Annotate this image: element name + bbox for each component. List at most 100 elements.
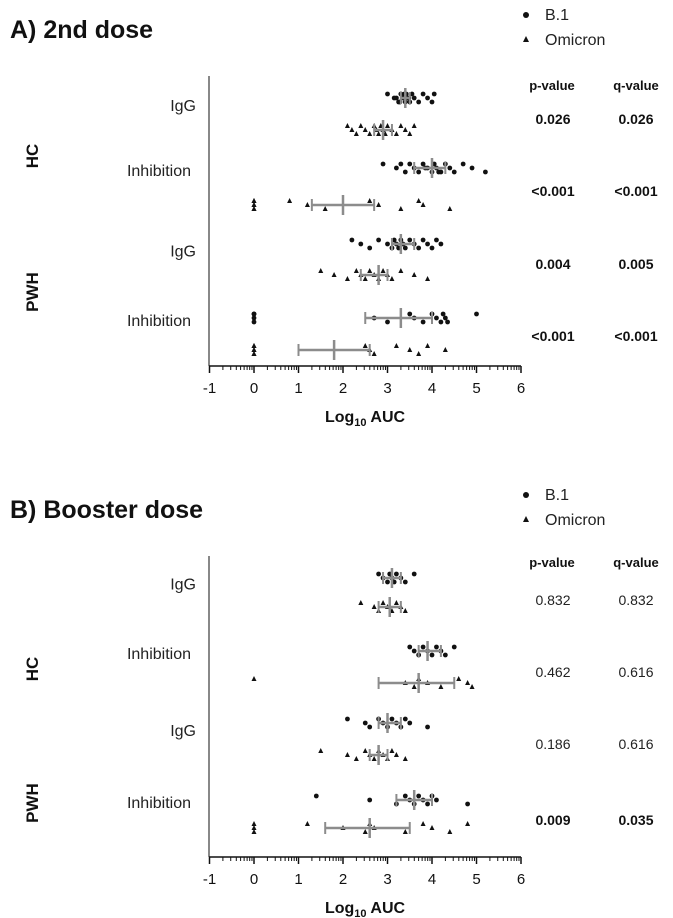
panel-a-omicron-point	[304, 202, 310, 207]
panel-a-omicron-point	[393, 131, 399, 136]
panel-b-b1-point	[402, 793, 408, 799]
panel-a-omicron-point	[362, 276, 368, 281]
panel-b-q-value: 0.035	[618, 812, 653, 828]
panel-a-row-label: IgG	[170, 98, 196, 115]
panel-a-b1-point	[391, 237, 397, 243]
panel-a-b1-point	[436, 169, 442, 175]
panel-a-b1-point	[434, 315, 439, 321]
panel-a-omicron-point	[353, 131, 359, 136]
panel-b-x-tick-label: 4	[428, 871, 436, 888]
panel-b-omicron-point	[469, 684, 475, 689]
panel-b-omicron-point	[251, 821, 257, 826]
panel-a-b1-point	[438, 319, 444, 325]
panel-a-omicron-point	[251, 202, 257, 207]
panel-b-omicron-point	[304, 821, 310, 826]
panel-b-b1-point	[451, 644, 457, 650]
panel-a-omicron-point	[442, 347, 448, 352]
panel-a-b1-point	[416, 169, 422, 175]
panel-a-b1-point	[416, 245, 422, 251]
panel-a-b1-point	[411, 95, 417, 101]
panel-b-omicron-point	[344, 752, 350, 757]
panel-a-legend-b1-marker	[523, 12, 529, 18]
panel-b-omicron-point	[362, 829, 368, 834]
panel-a-omicron-point	[251, 198, 257, 203]
panel-a-omicron-point	[447, 206, 453, 211]
panel-a-x-axis-title: Log10 AUC	[325, 409, 406, 429]
panel-b-omicron-point	[402, 829, 408, 834]
panel-a-omicron-point	[362, 127, 368, 132]
panel-b-b1-point	[345, 716, 350, 722]
panel-b-group-label-hc: HC	[23, 657, 42, 682]
panel-b-b1-point	[416, 793, 422, 799]
panel-b-b1-point	[402, 579, 408, 585]
panel-a-omicron-point	[251, 206, 257, 211]
panel-a-b1-point	[483, 169, 488, 175]
panel-b-omicron-point	[402, 756, 408, 761]
panel-b-p-value: 0.186	[535, 736, 570, 752]
panel-b-omicron-point	[465, 821, 471, 826]
panel-a-row-label: IgG	[170, 244, 196, 261]
panel-a-omicron-point	[331, 272, 337, 277]
panel-a-b1-point	[429, 245, 435, 251]
panel-b-p-header: p-value	[529, 555, 575, 570]
panel-a-q-value: <0.001	[614, 328, 657, 344]
panel-b-b1-point	[385, 579, 390, 585]
panel-a-group-label-pwh: PWH	[23, 272, 42, 312]
panel-b-b1-point	[411, 571, 417, 577]
panel-a-q-header: q-value	[613, 78, 659, 93]
panel-b-omicron-point	[438, 684, 444, 689]
panel-b-b1-point	[389, 716, 395, 722]
panel-a-omicron-point	[416, 198, 422, 203]
panel-a-omicron-point	[287, 198, 293, 203]
panel-a-x-tick-label: 4	[428, 380, 436, 397]
panel-b-omicron-point	[318, 748, 324, 753]
panel-a-omicron-point	[322, 206, 328, 211]
panel-b-omicron-point	[447, 829, 453, 834]
panel-b-legend-omicron-marker	[523, 516, 529, 522]
panel-a-legend-omicron-label: Omicron	[545, 32, 605, 49]
panel-a-b1-point	[416, 99, 422, 105]
panel-a-omicron-point	[411, 123, 417, 128]
panel-b-omicron-point	[465, 680, 471, 685]
panel-a-omicron-point	[407, 347, 413, 352]
panel-b-p-value: 0.009	[535, 812, 570, 828]
panel-a-omicron-point	[371, 351, 377, 356]
panel-a-b1-point	[358, 241, 364, 247]
panel-b-omicron-point	[371, 756, 377, 761]
panel-b-row-label: Inhibition	[127, 646, 191, 663]
panel-a-b1-point	[447, 165, 453, 171]
panel-a-b1-point	[434, 237, 439, 243]
panel-b-omicron-point	[402, 608, 408, 613]
panel-b-b1-point	[465, 801, 470, 807]
panel-b-omicron-point	[251, 825, 257, 830]
panel-a-b1-point	[425, 95, 430, 101]
panel-b-omicron-point	[251, 829, 257, 834]
panel-a-p-value: <0.001	[531, 328, 574, 344]
panel-a-omicron-point	[398, 206, 404, 211]
panel-a-b1-point	[407, 161, 413, 167]
panel-a-p-value: 0.026	[535, 111, 570, 127]
panel-b-b1-point	[376, 571, 381, 577]
panel-b-omicron-point	[411, 684, 417, 689]
panel-a-omicron-point	[425, 276, 431, 281]
panel-b-x-axis-title: Log10 AUC	[325, 900, 406, 918]
panel-b-b1-point	[442, 652, 448, 658]
panel-a-x-tick-label: 3	[383, 380, 391, 397]
panel-b-omicron-point	[393, 752, 399, 757]
panel-a-b1-point	[385, 319, 390, 325]
panel-b-b1-point	[420, 644, 426, 650]
panel-b-omicron-point	[389, 748, 395, 753]
panel-a-omicron-point	[344, 123, 350, 128]
panel-b-legend-b1-label: B.1	[545, 487, 569, 504]
panel-a-omicron-point	[385, 123, 390, 128]
panel-a-b1-point	[251, 311, 257, 317]
panel-b-b1-point	[429, 652, 435, 658]
panel-b-omicron-point	[358, 600, 364, 605]
panel-a-b1-point	[394, 165, 399, 171]
panel-b-x-tick-label: 0	[250, 871, 258, 888]
panel-b-b1-point	[394, 571, 399, 577]
panel-b-omicron-point	[420, 821, 426, 826]
panel-a-b1-point	[474, 311, 479, 317]
panel-b-b1-point	[407, 644, 413, 650]
panel-b-omicron-point	[429, 825, 435, 830]
